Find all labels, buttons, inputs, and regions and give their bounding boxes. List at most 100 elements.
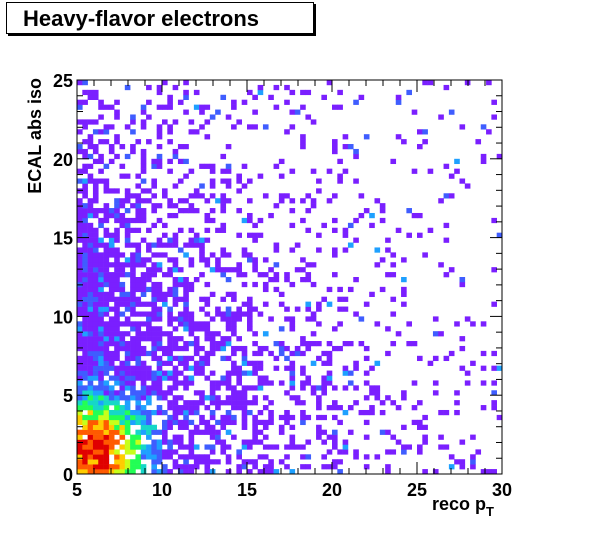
heatmap-cell	[114, 365, 120, 371]
heatmap-cell	[135, 257, 142, 263]
heatmap-cell	[77, 277, 83, 283]
heatmap-cell	[225, 336, 232, 342]
heatmap-cell	[188, 444, 195, 450]
heatmap-cell	[342, 227, 349, 233]
heatmap-cell	[310, 168, 317, 174]
heatmap-cell	[103, 124, 110, 130]
heatmap-cell	[130, 301, 136, 307]
heatmap-cell	[140, 286, 147, 293]
heatmap-cell	[252, 237, 258, 243]
heatmap-cell	[215, 419, 221, 426]
heatmap-cell	[87, 247, 94, 253]
heatmap-cell	[337, 469, 343, 475]
heatmap-cell	[140, 208, 147, 214]
heatmap-cell	[77, 237, 83, 243]
heatmap-cell	[92, 232, 99, 238]
heatmap-cell	[92, 119, 99, 125]
heatmap-cell	[114, 281, 120, 288]
heatmap-cell	[231, 395, 237, 401]
heatmap-cell	[108, 232, 115, 238]
heatmap-cell	[199, 395, 205, 401]
heatmap-cell	[443, 444, 450, 450]
heatmap-cell	[172, 286, 179, 293]
heatmap-cell	[87, 459, 94, 465]
heatmap-cell	[193, 444, 200, 450]
heatmap-cell	[87, 380, 94, 386]
heatmap-cell	[369, 291, 375, 297]
heatmap-cell	[459, 336, 466, 342]
heatmap-cell	[114, 449, 120, 455]
heatmap-cell	[114, 139, 120, 145]
heatmap-cell	[193, 429, 200, 435]
heatmap-cell	[156, 429, 163, 435]
heatmap-cell	[262, 281, 269, 288]
heatmap-cell	[278, 459, 285, 465]
heatmap-cell	[77, 148, 83, 155]
heatmap-cell	[87, 163, 94, 169]
heatmap-cell	[156, 163, 163, 169]
heatmap-cell	[353, 277, 359, 283]
heatmap-cell	[114, 336, 120, 342]
heatmap-cell	[140, 153, 147, 160]
heatmap-cell	[146, 198, 152, 204]
heatmap-cell	[119, 144, 126, 150]
heatmap-cell	[119, 281, 126, 288]
heatmap-cell	[241, 217, 248, 224]
heatmap-cell	[114, 267, 120, 273]
heatmap-cell	[289, 326, 296, 332]
heatmap-cell	[443, 237, 450, 243]
heatmap-cell	[241, 419, 248, 426]
heatmap-cell	[305, 193, 312, 199]
heatmap-cell	[353, 365, 359, 371]
heatmap-cell	[119, 331, 126, 337]
heatmap-cell	[183, 80, 189, 86]
heatmap-cell	[151, 301, 157, 307]
heatmap-cell	[98, 454, 104, 460]
heatmap-cell	[257, 217, 264, 224]
heatmap-cell	[193, 321, 200, 327]
heatmap-cell	[119, 217, 126, 224]
heatmap-cell	[183, 109, 189, 115]
heatmap-cell	[289, 365, 296, 371]
heatmap-cell	[305, 439, 312, 445]
heatmap-cell	[225, 375, 232, 381]
heatmap-cell	[162, 449, 168, 455]
heatmap-cell	[220, 439, 227, 445]
x-tick-label: 20	[322, 480, 342, 500]
heatmap-cell	[390, 296, 397, 302]
heatmap-cell	[342, 365, 349, 371]
heatmap-cell	[151, 370, 157, 376]
heatmap-cell	[385, 272, 391, 278]
heatmap-cell	[135, 277, 142, 283]
heatmap-cell	[177, 360, 184, 366]
heatmap-cell	[98, 321, 104, 327]
heatmap-cell	[363, 409, 370, 416]
heatmap-cell	[236, 178, 242, 184]
heatmap-cell	[82, 360, 88, 366]
heatmap-cell	[98, 464, 104, 470]
heatmap-cell	[247, 385, 253, 391]
heatmap-cell	[103, 242, 110, 248]
heatmap-cell	[204, 326, 211, 332]
heatmap-cell	[310, 281, 317, 288]
heatmap-cell	[77, 405, 83, 411]
heatmap-cell	[167, 306, 173, 312]
heatmap-cell	[209, 350, 216, 357]
heatmap-cell	[103, 439, 110, 445]
heatmap-cell	[289, 469, 296, 475]
heatmap-cell	[108, 336, 115, 342]
x-tick-label: 5	[72, 480, 82, 500]
heatmap-cell	[92, 242, 99, 248]
heatmap-cell	[167, 454, 173, 460]
heatmap-cell	[103, 139, 110, 145]
heatmap-cell	[177, 247, 184, 253]
heatmap-cell	[108, 188, 115, 194]
heatmap-cell	[172, 237, 179, 243]
heatmap-cell	[273, 365, 280, 371]
heatmap-cell	[135, 208, 142, 214]
heatmap-cell	[321, 414, 327, 421]
heatmap-cell	[220, 311, 227, 317]
heatmap-cell	[278, 350, 285, 357]
heatmap-cell	[284, 464, 290, 470]
heatmap-cell	[114, 277, 120, 283]
